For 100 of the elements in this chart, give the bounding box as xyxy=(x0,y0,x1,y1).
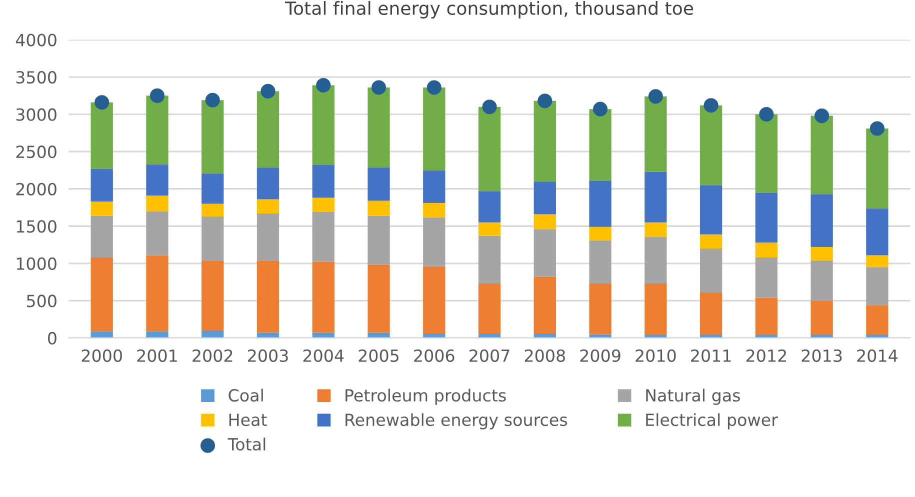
bar xyxy=(202,260,224,331)
point xyxy=(150,88,165,103)
bar xyxy=(90,102,113,169)
x-tick-label: 2014 xyxy=(857,349,898,362)
bar xyxy=(589,334,612,338)
bar xyxy=(423,87,446,170)
bar xyxy=(146,96,168,164)
bar xyxy=(256,199,280,214)
bar xyxy=(755,242,778,258)
y-tick-label: 4000 xyxy=(16,34,56,46)
x-tick-label: 2003 xyxy=(248,349,288,362)
bar xyxy=(423,170,446,204)
bar xyxy=(644,172,667,222)
x-tick-label: 2004 xyxy=(303,349,344,362)
bar xyxy=(256,332,280,338)
bar xyxy=(644,236,667,284)
point xyxy=(482,100,497,114)
x-tick-label: 2011 xyxy=(691,349,731,362)
bar xyxy=(700,105,722,186)
bar xyxy=(866,208,888,256)
bar xyxy=(810,247,833,260)
bar xyxy=(700,292,722,335)
bar xyxy=(202,216,224,260)
bar xyxy=(312,85,334,166)
bar xyxy=(368,264,390,333)
point xyxy=(94,95,110,110)
bar xyxy=(90,216,113,258)
legend-label: Heat xyxy=(229,414,267,426)
x-tick-label: 2013 xyxy=(802,349,842,362)
bar xyxy=(700,248,722,292)
bar xyxy=(312,165,334,198)
bar xyxy=(312,332,334,338)
bar xyxy=(202,330,224,338)
bar xyxy=(146,211,168,256)
point xyxy=(870,121,884,136)
legend-label: Coal xyxy=(228,388,263,402)
point xyxy=(205,92,220,108)
x-tick-label: 2009 xyxy=(580,349,620,362)
bar xyxy=(202,100,224,174)
x-tick-label: 2007 xyxy=(470,349,510,362)
point xyxy=(538,94,552,108)
bar xyxy=(146,196,168,212)
bar xyxy=(368,87,390,168)
bar xyxy=(644,96,667,172)
bar xyxy=(755,298,778,335)
bar xyxy=(534,229,556,277)
point xyxy=(759,107,774,122)
point xyxy=(704,98,718,113)
x-tick-label: 2008 xyxy=(524,349,565,362)
y-tick-label: 3500 xyxy=(16,70,56,84)
point xyxy=(371,80,386,95)
x-tick-label: 2010 xyxy=(636,349,676,362)
point xyxy=(648,89,663,104)
bar xyxy=(146,331,168,338)
bar xyxy=(534,181,556,214)
bar xyxy=(700,185,722,234)
bar xyxy=(202,204,224,216)
bar xyxy=(368,332,390,338)
bar xyxy=(478,222,501,236)
bar xyxy=(589,226,612,240)
bar xyxy=(368,216,390,265)
bar xyxy=(368,200,390,216)
point xyxy=(316,78,331,93)
bar xyxy=(589,180,612,227)
bar xyxy=(478,284,501,334)
bar xyxy=(312,262,334,333)
bar xyxy=(90,257,113,332)
bar xyxy=(810,300,833,335)
bar xyxy=(368,167,390,201)
x-tick-label: 2002 xyxy=(192,349,232,362)
x-tick-label: 2005 xyxy=(358,349,399,362)
bar xyxy=(866,267,888,306)
bar xyxy=(312,212,334,262)
x-tick-label: 2012 xyxy=(746,349,786,362)
y-tick-label: 500 xyxy=(26,294,56,308)
bar xyxy=(423,203,446,218)
x-tick-label: 2006 xyxy=(414,349,454,362)
bar xyxy=(755,114,778,193)
bar xyxy=(755,192,778,243)
y-tick-label: 1000 xyxy=(16,257,56,270)
bar xyxy=(589,109,612,181)
y-tick-label: 3000 xyxy=(16,108,56,121)
bar xyxy=(700,234,722,248)
bar xyxy=(146,255,168,332)
x-tick-label: 2001 xyxy=(137,349,177,362)
bar xyxy=(589,284,612,334)
bar xyxy=(256,167,280,200)
bar xyxy=(534,276,556,334)
bar xyxy=(810,260,833,301)
point xyxy=(260,84,276,98)
legend-label: Renewable energy sources xyxy=(346,413,568,430)
legend-label: Natural gas xyxy=(646,388,740,405)
bar xyxy=(589,240,612,284)
bar xyxy=(312,198,334,212)
bar xyxy=(256,91,280,168)
bar xyxy=(423,217,446,266)
chart-title: Total final energy consumption, thousand toe xyxy=(285,1,694,19)
bar xyxy=(810,116,833,194)
legend-label: Electrical power xyxy=(646,413,778,430)
bar xyxy=(90,202,113,216)
